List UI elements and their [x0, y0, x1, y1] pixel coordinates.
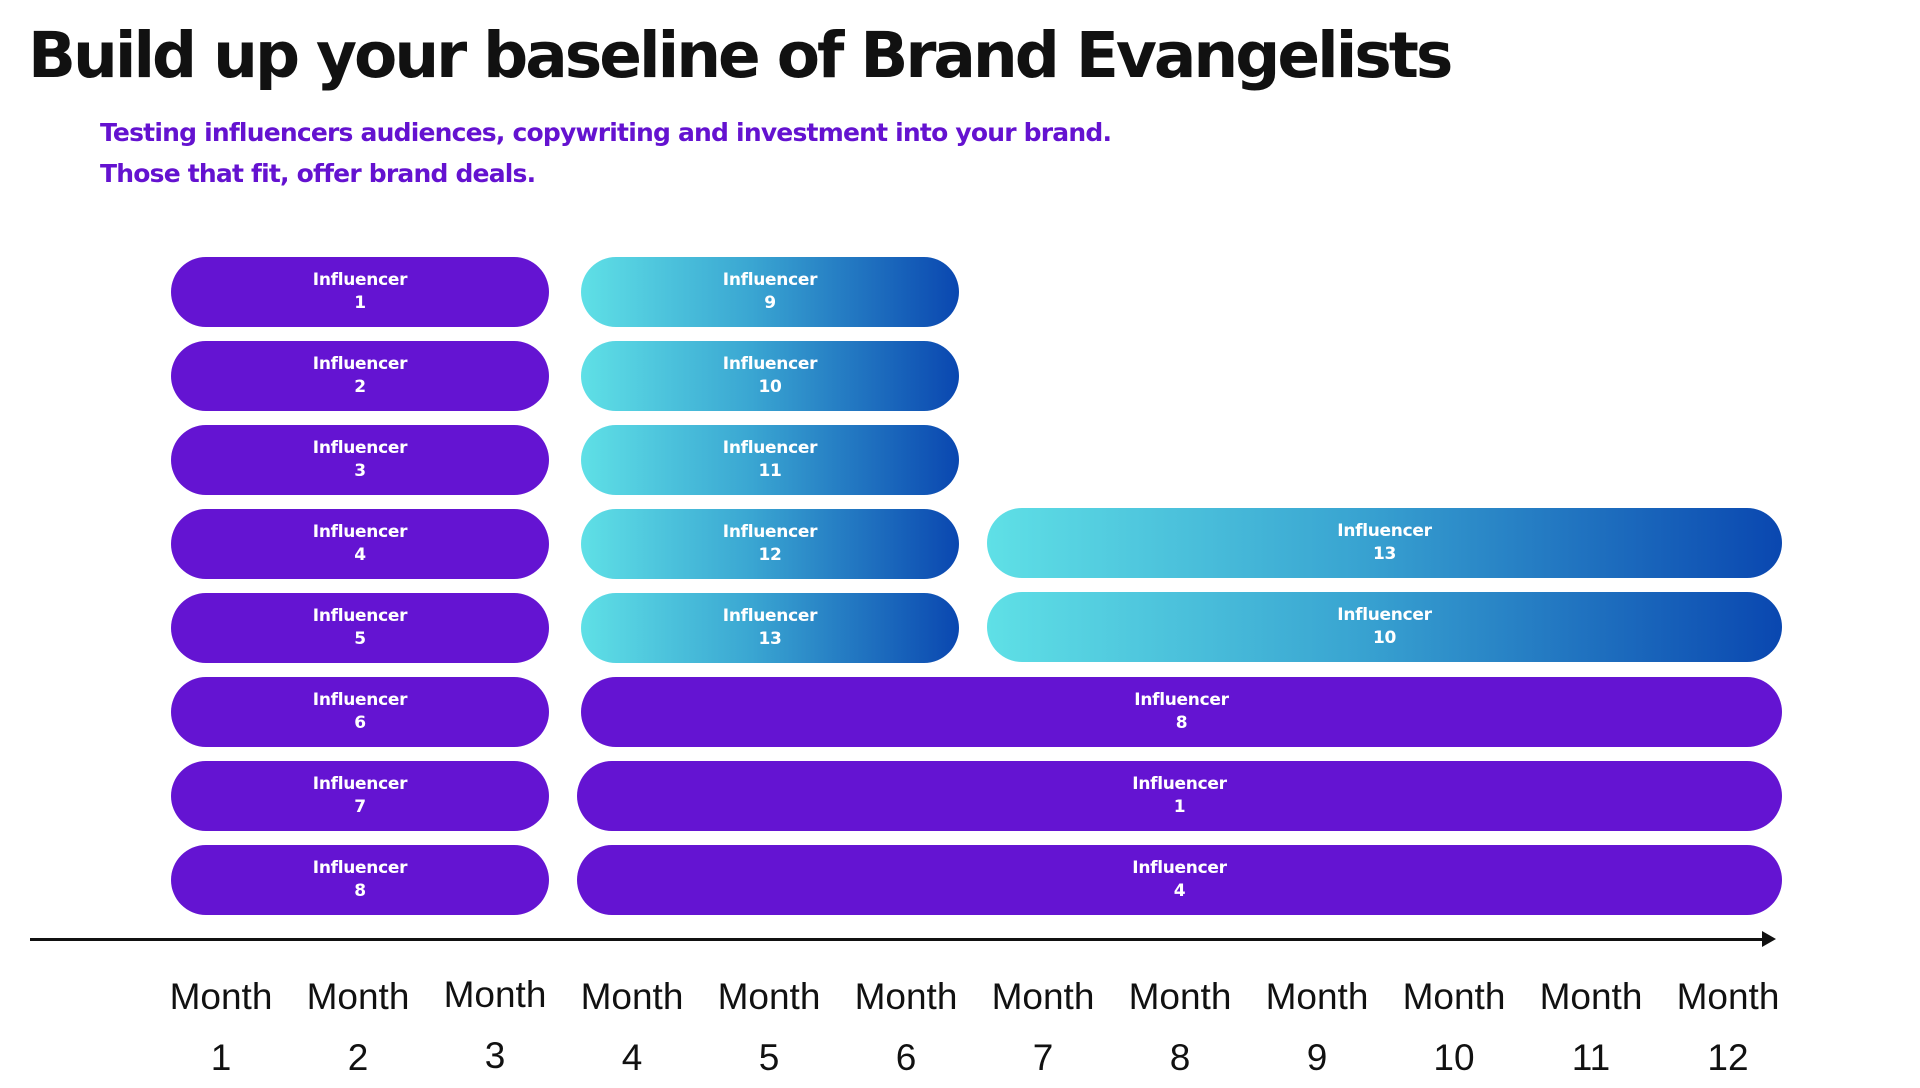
subtitle-line-2: Those that fit, offer brand deals.: [100, 159, 536, 188]
month-label-3: Month 3: [427, 964, 563, 1086]
influencer-bar-number: 2: [354, 377, 366, 397]
month-label-1: Month 1: [153, 966, 289, 1088]
influencer-bar-label: Influencer: [722, 606, 818, 626]
influencer-bar-4: Influencer 4: [171, 509, 549, 579]
influencer-bar-number: 8: [1175, 713, 1188, 733]
month-number: 10: [1433, 1037, 1475, 1078]
month-word: Month: [306, 976, 410, 1017]
influencer-bar-label: Influencer: [1134, 690, 1229, 710]
influencer-bar-label: Influencer: [312, 606, 408, 626]
influencer-bar-label: Influencer: [1132, 774, 1227, 794]
influencer-bar-number: 13: [1372, 544, 1397, 564]
month-label-10: Month 10: [1386, 966, 1522, 1088]
influencer-bar-4-deal: Influencer 4: [577, 845, 1782, 915]
month-word: Month: [1265, 976, 1369, 1017]
month-label-9: Month 9: [1249, 966, 1385, 1088]
month-label-4: Month 4: [564, 966, 700, 1088]
month-number: 9: [1306, 1037, 1328, 1078]
influencer-bar-number: 13: [758, 629, 782, 649]
influencer-bar-1: Influencer 1: [171, 257, 549, 327]
influencer-bar-number: 1: [354, 293, 366, 313]
influencer-bar-number: 8: [354, 881, 366, 901]
timeline-axis: [30, 938, 1770, 941]
influencer-bar-number: 9: [764, 293, 776, 313]
influencer-bar-label: Influencer: [1337, 605, 1432, 625]
month-number: 6: [895, 1037, 917, 1078]
influencer-bar-13: Influencer 13: [581, 593, 959, 663]
influencer-bar-8: Influencer 8: [171, 845, 549, 915]
month-word: Month: [1539, 976, 1643, 1017]
subtitle-line-1: Testing influencers audiences, copywriti…: [100, 118, 1112, 147]
influencer-bar-label: Influencer: [1132, 858, 1227, 878]
month-number: 7: [1032, 1037, 1054, 1078]
influencer-bar-label: Influencer: [312, 354, 408, 374]
influencer-bar-9: Influencer 9: [581, 257, 959, 327]
influencer-bar-1-deal: Influencer 1: [577, 761, 1782, 831]
month-word: Month: [717, 976, 821, 1017]
influencer-bar-10-extended: Influencer 10: [987, 592, 1782, 662]
influencer-bar-8-deal: Influencer 8: [581, 677, 1782, 747]
influencer-bar-label: Influencer: [1337, 521, 1432, 541]
influencer-bar-number: 6: [354, 713, 366, 733]
month-number: 12: [1707, 1037, 1749, 1078]
influencer-bar-2: Influencer 2: [171, 341, 549, 411]
subtitle: Testing influencers audiences, copywriti…: [100, 112, 1112, 194]
influencer-bar-label: Influencer: [312, 438, 408, 458]
month-number: 3: [484, 1035, 506, 1076]
influencer-bar-number: 3: [354, 461, 366, 481]
influencer-bar-number: 4: [354, 545, 366, 565]
month-number: 4: [621, 1037, 643, 1078]
month-word: Month: [1128, 976, 1232, 1017]
month-label-5: Month 5: [701, 966, 837, 1088]
month-word: Month: [169, 976, 273, 1017]
influencer-bar-label: Influencer: [312, 690, 408, 710]
influencer-bar-number: 10: [758, 377, 782, 397]
month-label-8: Month 8: [1112, 966, 1248, 1088]
influencer-bar-number: 11: [758, 461, 782, 481]
influencer-bar-number: 12: [758, 545, 782, 565]
month-word: Month: [1402, 976, 1506, 1017]
influencer-bar-number: 5: [354, 629, 366, 649]
influencer-bar-label: Influencer: [722, 522, 818, 542]
influencer-bar-number: 7: [354, 797, 366, 817]
influencer-bar-label: Influencer: [312, 270, 408, 290]
influencer-bar-6: Influencer 6: [171, 677, 549, 747]
influencer-bar-13-extended: Influencer 13: [987, 508, 1782, 578]
month-word: Month: [1676, 976, 1780, 1017]
month-word: Month: [443, 974, 547, 1015]
influencer-bar-3: Influencer 3: [171, 425, 549, 495]
influencer-bar-label: Influencer: [722, 270, 818, 290]
month-label-11: Month 11: [1523, 966, 1659, 1088]
influencer-bar-number: 10: [1372, 628, 1397, 648]
month-word: Month: [580, 976, 684, 1017]
influencer-bar-number: 4: [1173, 881, 1186, 901]
month-label-2: Month 2: [290, 966, 426, 1088]
influencer-bar-12: Influencer 12: [581, 509, 959, 579]
month-label-6: Month 6: [838, 966, 974, 1088]
month-number: 8: [1169, 1037, 1191, 1078]
month-word: Month: [854, 976, 958, 1017]
influencer-bar-label: Influencer: [722, 354, 818, 374]
month-number: 1: [210, 1037, 232, 1078]
influencer-bar-11: Influencer 11: [581, 425, 959, 495]
month-number: 11: [1571, 1037, 1611, 1078]
month-word: Month: [991, 976, 1095, 1017]
month-number: 5: [758, 1037, 780, 1078]
influencer-bar-5: Influencer 5: [171, 593, 549, 663]
influencer-bar-label: Influencer: [312, 858, 408, 878]
influencer-bar-label: Influencer: [312, 522, 408, 542]
month-label-12: Month 12: [1660, 966, 1796, 1088]
month-label-7: Month 7: [975, 966, 1111, 1088]
influencer-bar-label: Influencer: [722, 438, 818, 458]
influencer-bar-number: 1: [1173, 797, 1186, 817]
page-title: Build up your baseline of Brand Evangeli…: [28, 19, 1453, 92]
arrow-right-icon: [1762, 931, 1776, 947]
month-number: 2: [347, 1037, 369, 1078]
influencer-bar-7: Influencer 7: [171, 761, 549, 831]
influencer-bar-10: Influencer 10: [581, 341, 959, 411]
influencer-bar-label: Influencer: [312, 774, 408, 794]
